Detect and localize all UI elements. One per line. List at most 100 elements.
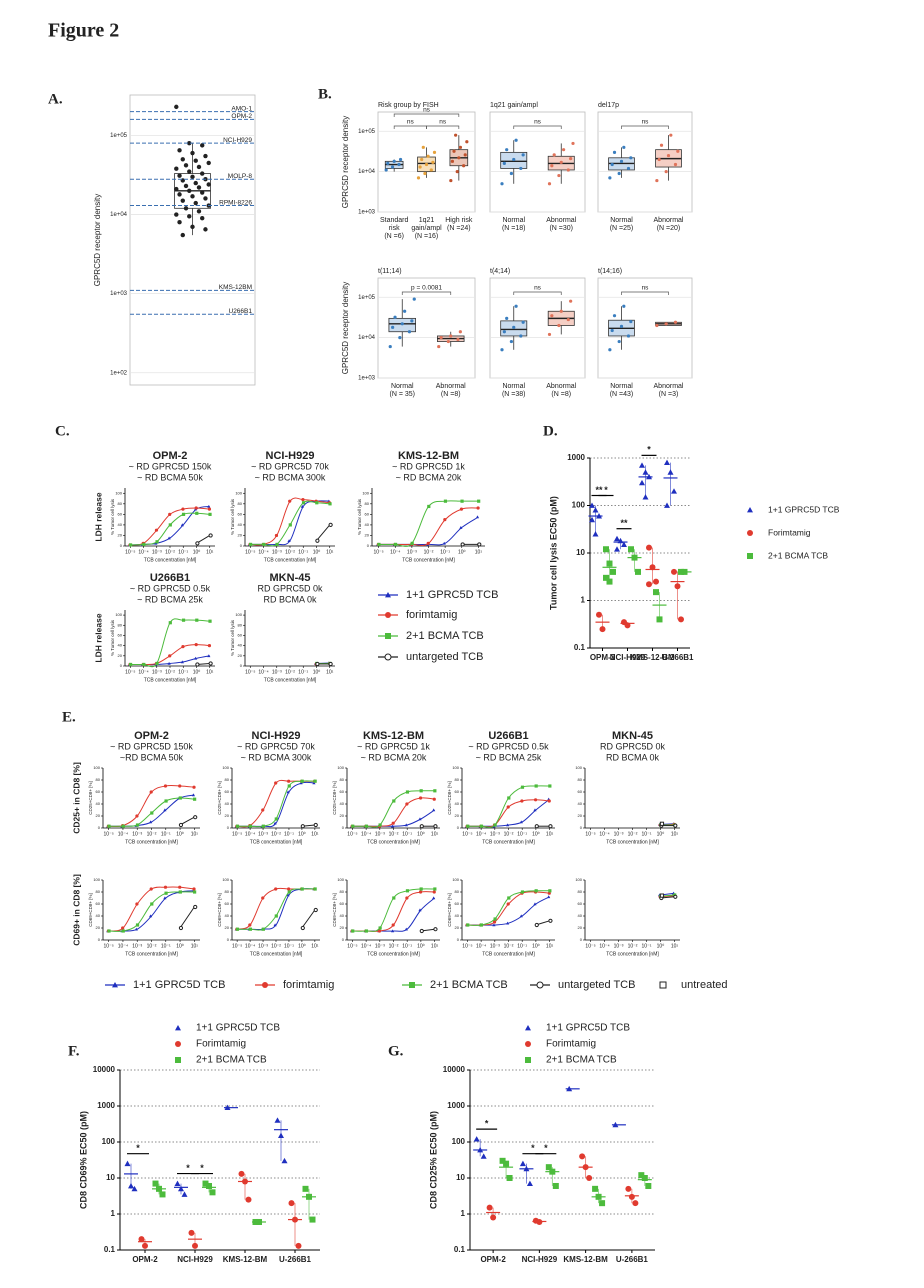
y-tick-label: 40 [238, 522, 243, 527]
marker-square [142, 662, 146, 667]
marker-circle [181, 507, 185, 511]
data-point [174, 186, 179, 192]
marker-triangle [391, 929, 395, 933]
data-point [412, 297, 416, 301]
marker-triangle [547, 895, 551, 899]
x-tick-label: NCI-H929 [522, 1255, 558, 1264]
panel-label: F. [68, 1043, 80, 1059]
marker-triangle [274, 1117, 281, 1123]
subplot-title: RD GPRC5D 0k [600, 741, 666, 751]
marker-square [534, 784, 538, 788]
data-point [206, 160, 211, 166]
marker-triangle [614, 546, 620, 552]
marker-square [385, 633, 391, 639]
data-point [420, 157, 424, 162]
x-tick-label: 10⁻² [271, 831, 281, 837]
y-tick-label: 60 [455, 901, 460, 906]
marker-square [178, 890, 182, 894]
marker-circle [547, 799, 551, 803]
y-tick-label: 60 [578, 789, 583, 794]
y-tick-label: 20 [455, 813, 460, 818]
x-tick-label: 10⁰ [313, 669, 321, 675]
subplot-title: t(14;16) [598, 268, 622, 275]
marker-square [552, 1182, 559, 1189]
marker-triangle [134, 927, 138, 931]
data-point [550, 314, 554, 318]
y-tick-label: 80 [225, 889, 230, 894]
legend-label: 2+1 BCMA TCB [546, 1055, 617, 1066]
data-point [386, 161, 390, 165]
legend-label: untargeted TCB [406, 651, 483, 663]
x-tick-label: 10¹ [191, 831, 199, 837]
data-point [505, 316, 509, 320]
n-label: (N =6) [384, 233, 404, 240]
data-point [519, 334, 523, 338]
marker-square [534, 889, 538, 893]
x-tick-label: 10⁻⁵ [104, 831, 114, 837]
y-tick-label: 80 [340, 889, 345, 894]
x-tick-label: Abnormal [654, 383, 684, 390]
marker-square [493, 917, 497, 921]
x-tick-label: 10⁻¹ [517, 831, 527, 837]
reference-label: KMS-12BM [219, 284, 252, 291]
x-tick-label: 10⁻⁵ [462, 831, 472, 837]
data-point [462, 164, 466, 168]
data-point [617, 339, 621, 344]
comparison-bracket [513, 291, 562, 295]
subplot-title: 1q21 gain/ampl [490, 102, 538, 109]
y-tick-label: 20 [455, 925, 460, 930]
marker-triangle [124, 1160, 131, 1167]
legend-label: forimtamig [406, 609, 457, 621]
reference-label: OPM-2 [231, 113, 252, 120]
marker-circle [506, 902, 510, 906]
x-tick-label: KMS-12-BM [630, 653, 675, 662]
x-tick-label: 10⁻³ [258, 831, 268, 837]
data-point [196, 164, 202, 170]
marker-open-circle [178, 925, 184, 931]
data-point [174, 104, 179, 110]
marker-square [410, 541, 414, 545]
marker-triangle [286, 790, 290, 794]
marker-triangle [506, 823, 510, 827]
y-axis-label: % Tumor cell lysis [110, 498, 115, 535]
data-point [403, 309, 407, 313]
y-tick-label: 80 [96, 889, 101, 894]
y-tick-label: 20 [340, 813, 345, 818]
marker-triangle [671, 488, 677, 494]
marker-circle [194, 506, 198, 510]
marker-square [378, 926, 382, 930]
series-line [237, 888, 315, 931]
marker-circle [432, 890, 436, 894]
data-point [177, 192, 182, 197]
marker-triangle [432, 896, 436, 900]
significance-label: * [604, 485, 608, 495]
marker-square [507, 796, 511, 800]
y-tick-label: 0 [98, 937, 101, 942]
marker-triangle [112, 982, 118, 988]
marker-square [479, 923, 484, 927]
y-tick-label: 100 [115, 612, 122, 617]
marker-open-circle [208, 661, 213, 666]
marker-square [275, 542, 279, 547]
x-tick-label: gain/ampl [411, 225, 442, 232]
subplot-title: Risk group by FISH [378, 102, 439, 109]
marker-open-circle [477, 542, 482, 547]
marker-square [164, 799, 168, 803]
marker-triangle [273, 923, 277, 927]
x-tick-label: 10¹ [326, 549, 334, 555]
marker-circle [178, 784, 182, 788]
marker-circle [135, 814, 139, 818]
x-tick-label: 10⁻⁵ [373, 549, 383, 555]
marker-square [248, 542, 253, 547]
data-point [426, 154, 430, 158]
marker-circle [287, 779, 291, 783]
x-tick-label: 10⁻³ [272, 669, 282, 675]
subplot-title: ~ RD BCMA 20k [361, 752, 427, 762]
marker-open-circle [208, 533, 213, 538]
x-tick-label: 10⁻⁵ [104, 943, 114, 949]
y-tick-label: 0.1 [104, 1245, 116, 1254]
n-label: (N =16) [415, 233, 439, 240]
y-axis-label: CD25+CD8+ [%] [332, 781, 337, 815]
data-point [505, 148, 509, 152]
marker-circle [596, 611, 602, 618]
